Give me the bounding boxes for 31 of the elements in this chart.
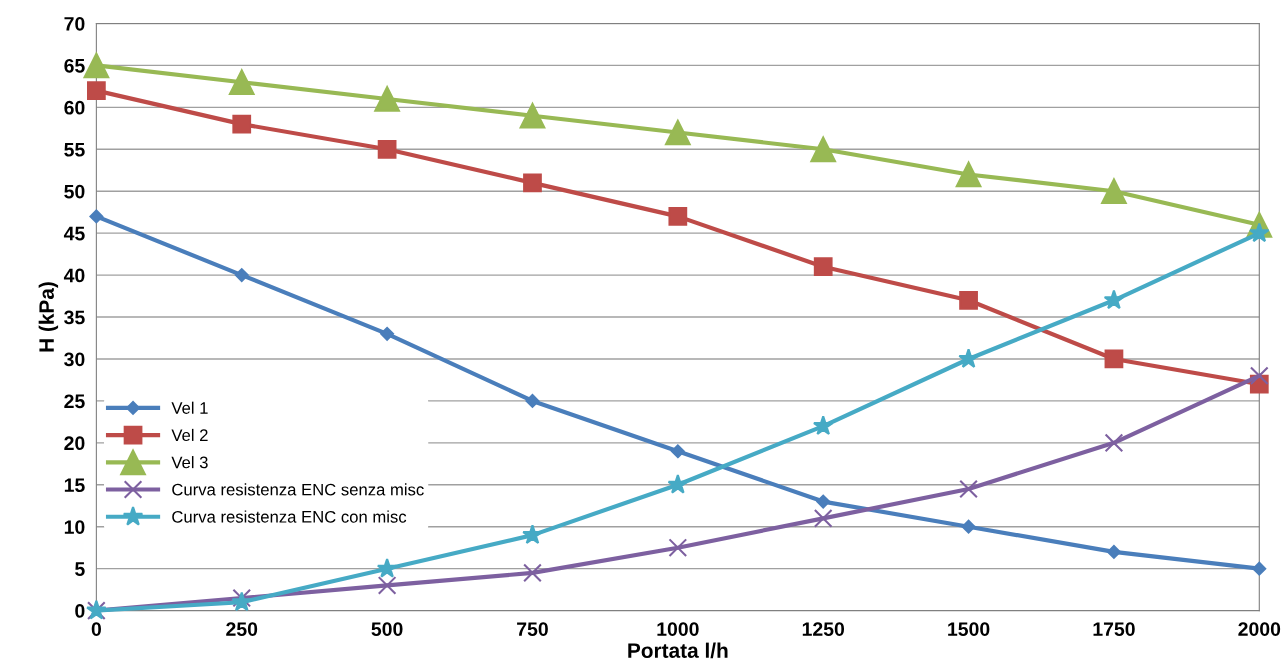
legend-label: Vel 3	[171, 456, 208, 469]
x-tick-label: 750	[517, 622, 548, 636]
legend-label: Vel 1	[171, 401, 208, 414]
y-tick-label: 35	[64, 310, 85, 325]
y-tick-label: 20	[64, 436, 85, 451]
y-tick-label: 45	[63, 226, 85, 241]
x-tick-label: 1250	[802, 622, 845, 636]
y-tick-label: 40	[63, 268, 85, 283]
x-tick-label: 1500	[948, 622, 990, 636]
y-tick-label: 25	[64, 394, 85, 409]
x-tick-label: 500	[371, 622, 403, 636]
y-tick-label: 30	[64, 352, 85, 367]
x-tick-label: 250	[226, 622, 258, 636]
y-tick-label: 5	[75, 562, 85, 576]
x-tick-label: 0	[91, 622, 101, 636]
y-tick-label: 10	[64, 520, 85, 534]
x-tick-label: 2000	[1238, 622, 1281, 636]
y-tick-label: 70	[64, 16, 85, 31]
y-tick-label: 55	[64, 142, 85, 157]
y-tick-label: 60	[64, 100, 85, 115]
y-tick-label: 15	[64, 478, 85, 493]
x-tick-label: 1750	[1093, 622, 1135, 636]
legend-label: Curva resistenza ENC senza misc	[172, 483, 424, 496]
legend-label: Vel 2	[171, 428, 208, 442]
y-tick-label: 0	[75, 604, 85, 618]
y-axis-title: H (kPa)	[38, 282, 59, 352]
x-axis-title: Portata l/h	[628, 642, 728, 659]
y-tick-label: 65	[64, 58, 85, 73]
x-tick-label: 1000	[657, 622, 699, 636]
y-tick-label: 50	[64, 184, 85, 199]
legend-label: Curva resistenza ENC con misc	[172, 510, 407, 523]
